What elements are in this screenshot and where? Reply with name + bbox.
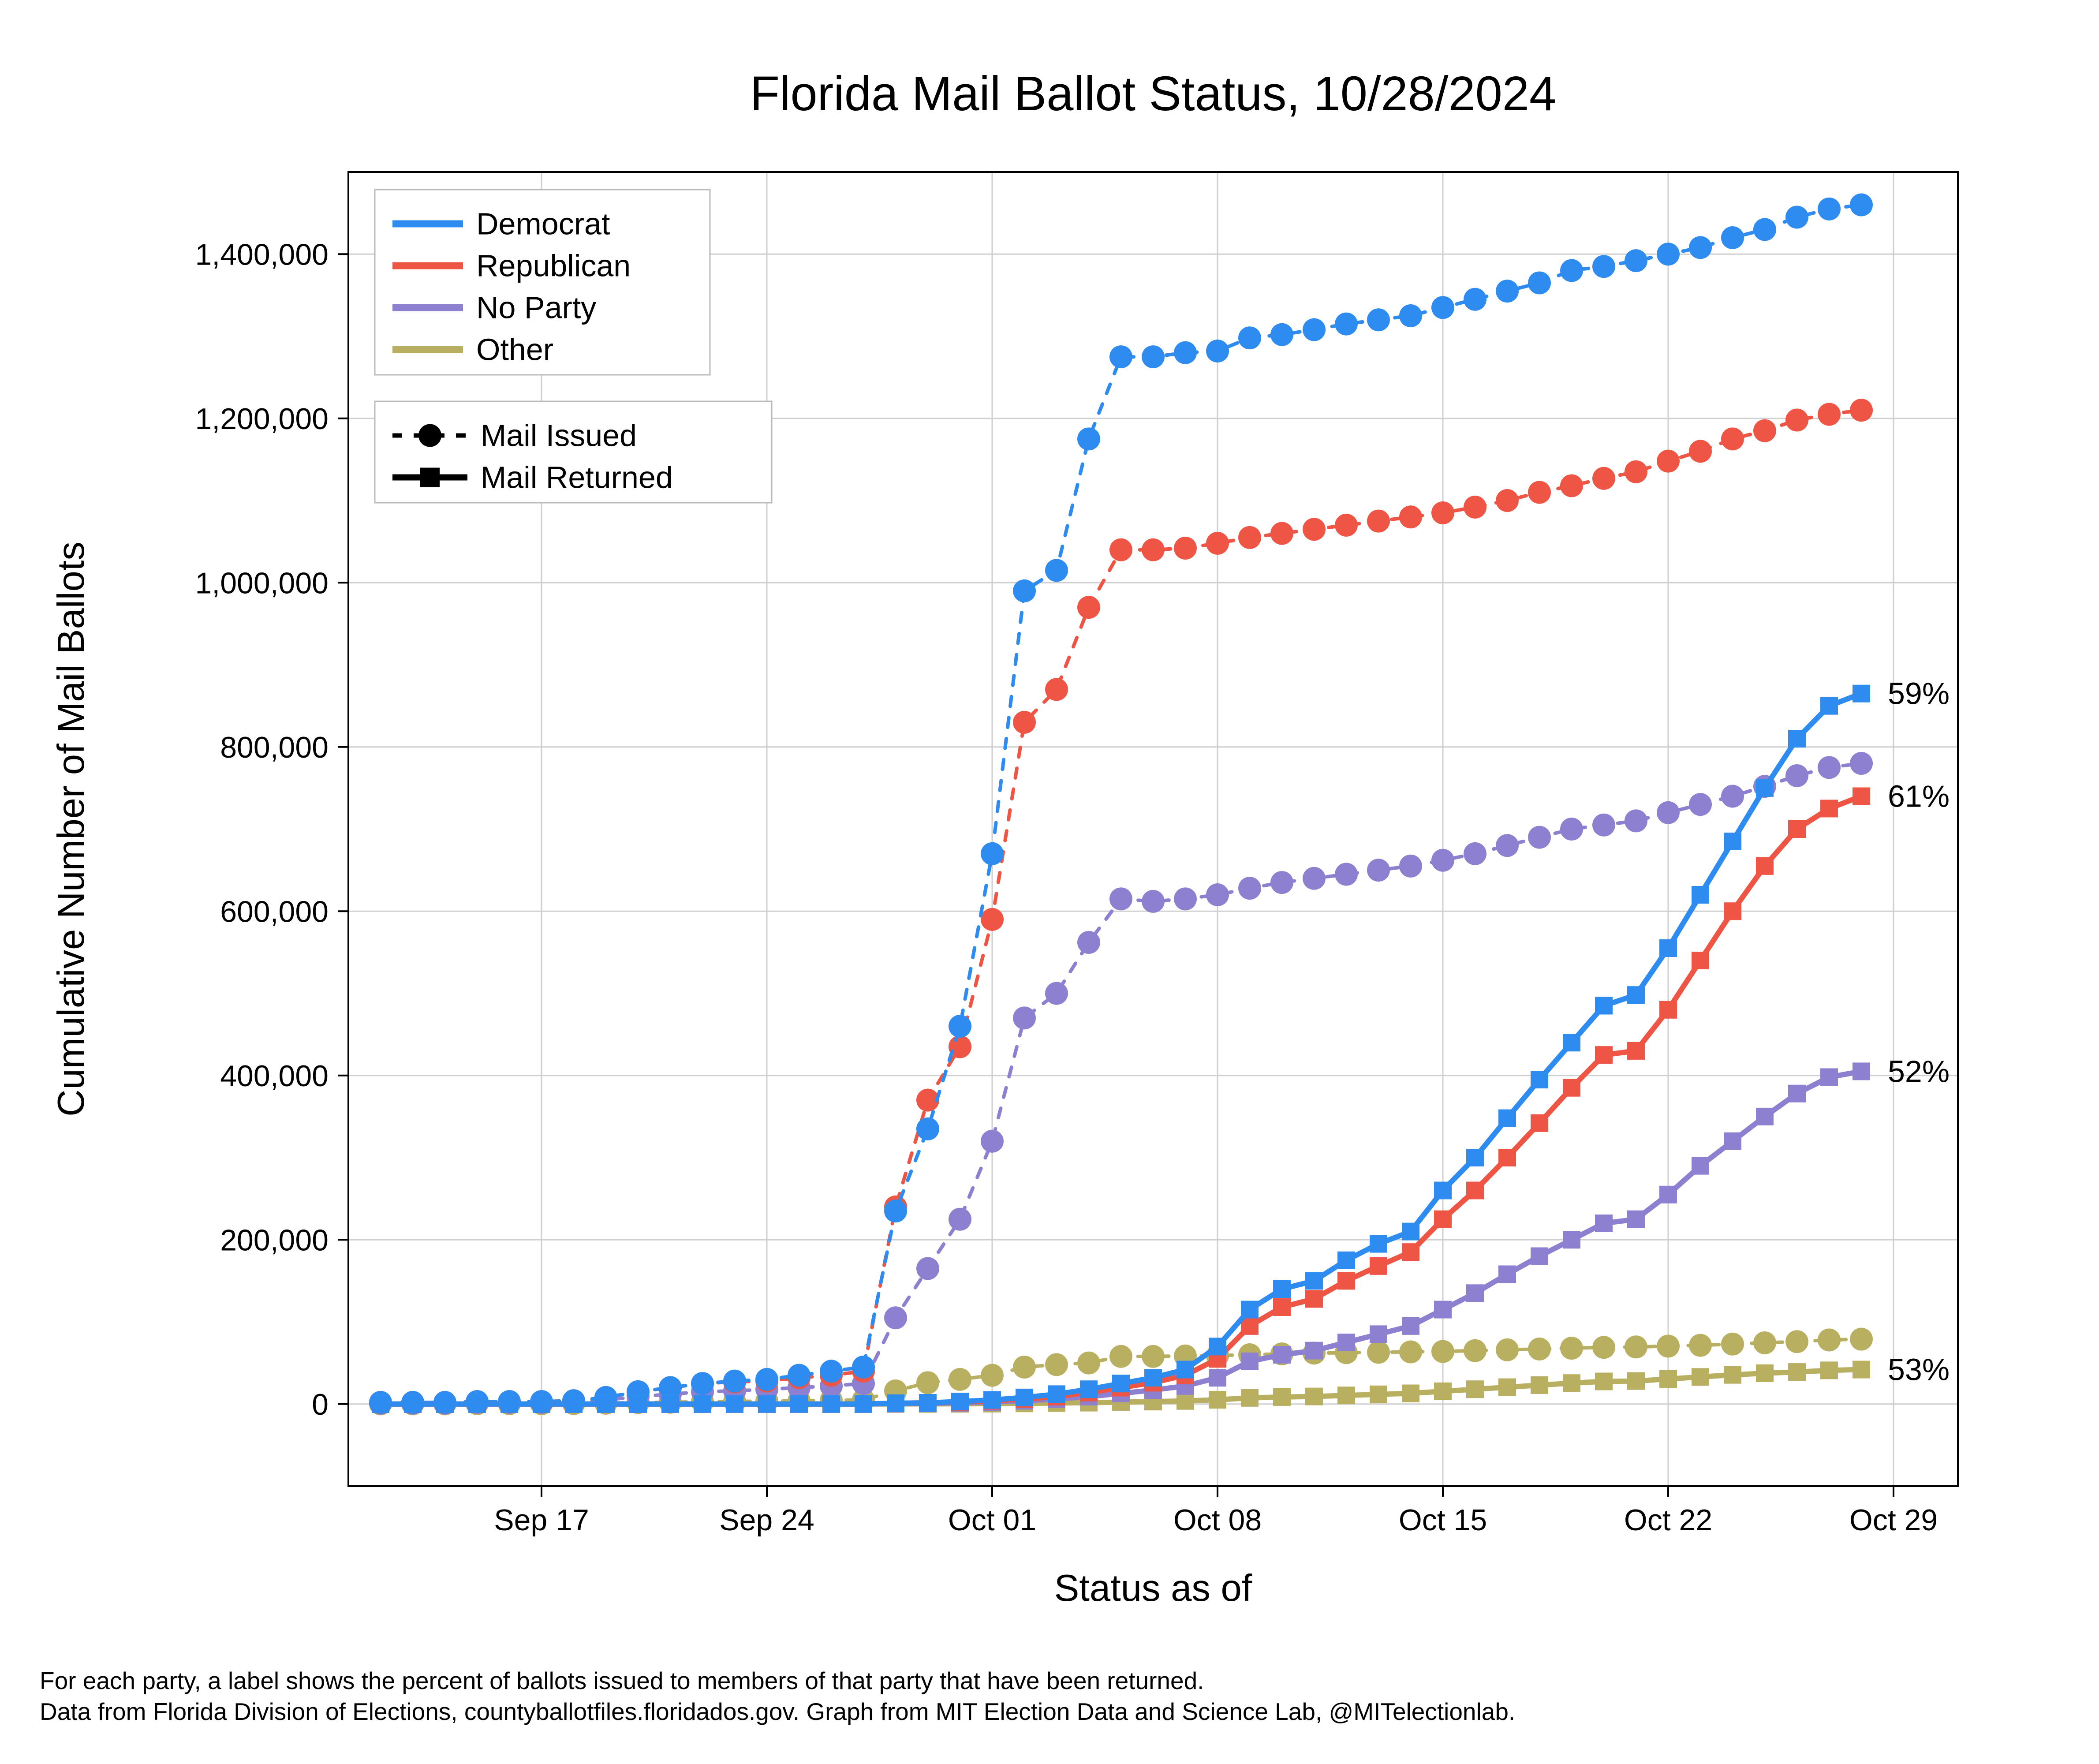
x-tick-label: Oct 01 [948,1503,1036,1537]
footnote-2: Data from Florida Division of Elections,… [40,1698,1515,1725]
pct-label: 52% [1888,1054,1950,1088]
legend-item-label: No Party [476,291,596,325]
legend-item-label: Republican [476,249,631,283]
x-tick-label: Oct 08 [1173,1503,1262,1537]
y-tick-label: 0 [312,1388,329,1421]
legend-item-label: Democrat [476,207,610,241]
y-tick-label: 1,000,000 [195,566,329,600]
pct-label: 59% [1888,676,1950,711]
y-tick-label: 400,000 [220,1059,329,1093]
legend-item-label: Mail Returned [481,460,673,495]
x-tick-label: Oct 22 [1624,1503,1712,1537]
chart-title: Florida Mail Ballot Status, 10/28/2024 [750,67,1556,121]
y-tick-label: 800,000 [220,731,329,764]
y-tick-label: 1,400,000 [195,238,329,271]
x-tick-label: Sep 24 [719,1503,814,1537]
y-axis-label: Cumulative Number of Mail Ballots [50,542,92,1117]
x-tick-label: Sep 17 [494,1503,589,1537]
y-tick-label: 600,000 [220,895,329,928]
pct-label: 61% [1888,779,1950,814]
y-tick-label: 1,200,000 [195,402,329,436]
chart-container: 0 200,000 400,000 600,000 800,000 1,000,000 1,… [0,0,2099,1764]
legend-item-label: Mail Issued [481,419,637,453]
footnote-1: For each party, a label shows the percen… [40,1667,1204,1694]
chart-svg: 0 200,000 400,000 600,000 800,000 1,000,000 1,… [0,0,2099,1764]
x-axis-label: Status as of [1054,1567,1252,1609]
pct-label: 53% [1888,1353,1950,1387]
legend-item-label: Other [476,333,553,367]
y-tick-label: 200,000 [220,1223,329,1257]
x-tick-label: Oct 29 [1849,1503,1938,1537]
x-tick-label: Oct 15 [1399,1503,1487,1537]
